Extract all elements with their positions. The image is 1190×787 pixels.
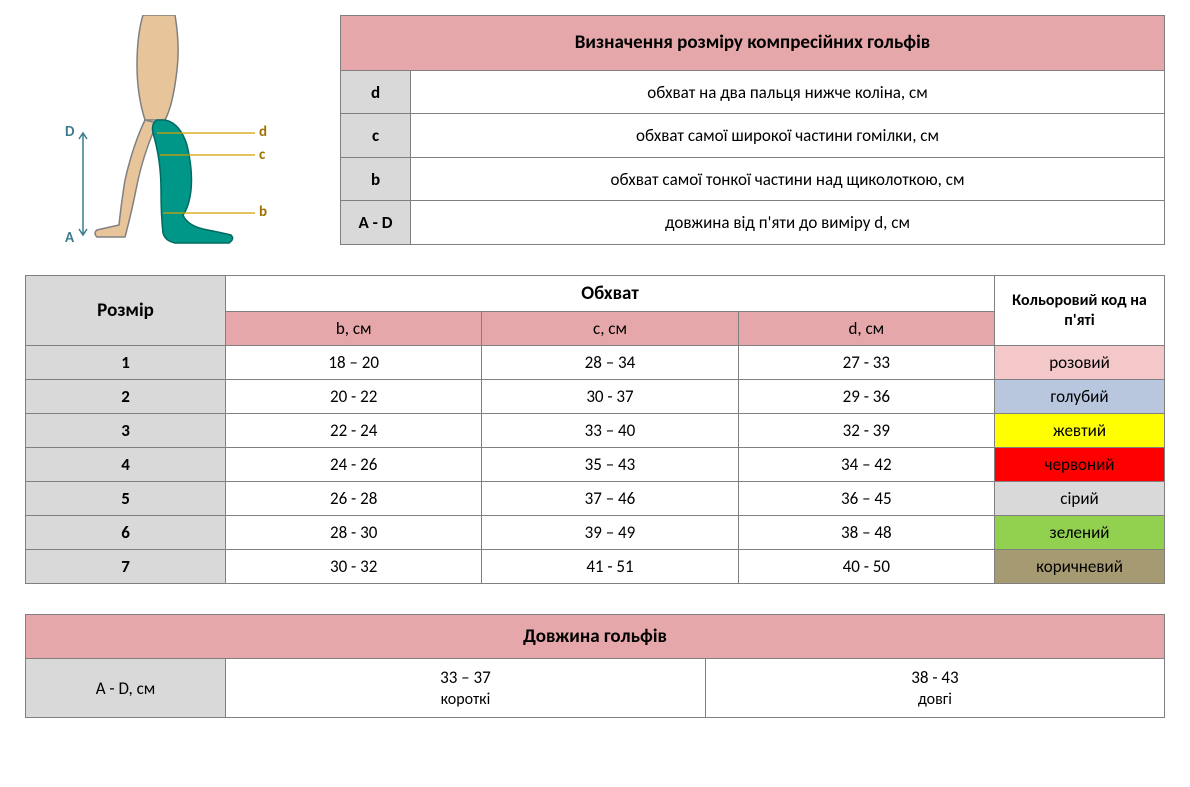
color-cell: сірий — [995, 482, 1165, 516]
b-cell: 28 - 30 — [226, 516, 482, 550]
c-cell: 30 - 37 — [482, 380, 738, 414]
size-cell: 4 — [26, 448, 226, 482]
girth-header: Обхват — [226, 276, 995, 312]
subheader-c: c, см — [482, 312, 738, 346]
size-row: 220 - 2230 - 3729 - 36голубий — [26, 380, 1165, 414]
size-cell: 7 — [26, 550, 226, 584]
d-cell: 32 - 39 — [738, 414, 994, 448]
d-cell: 29 - 36 — [738, 380, 994, 414]
d-cell: 38 – 48 — [738, 516, 994, 550]
length-label: A - D, см — [26, 659, 226, 718]
d-cell: 36 – 45 — [738, 482, 994, 516]
length-data-row: A - D, см 33 – 37 короткі 38 - 43 довгі — [26, 659, 1165, 718]
c-cell: 28 – 34 — [482, 346, 738, 380]
definition-row-label: c — [341, 114, 411, 158]
b-cell: 20 - 22 — [226, 380, 482, 414]
definition-title: Визначення розміру компресійних гольфів — [341, 16, 1165, 71]
c-cell: 39 – 49 — [482, 516, 738, 550]
definition-row-text: довжина від п'яти до виміру d, см — [411, 201, 1165, 245]
b-cell: 18 – 20 — [226, 346, 482, 380]
definition-row: dобхват на два пальця нижче коліна, см — [341, 70, 1165, 114]
d-cell: 27 - 33 — [738, 346, 994, 380]
subheader-b: b, см — [226, 312, 482, 346]
definition-row-label: d — [341, 70, 411, 114]
size-cell: 2 — [26, 380, 226, 414]
color-cell: червоний — [995, 448, 1165, 482]
length-range-1: 38 - 43 — [911, 667, 958, 688]
c-cell: 33 – 40 — [482, 414, 738, 448]
definition-row-text: обхват на два пальця нижче коліна, см — [411, 70, 1165, 114]
c-cell: 35 – 43 — [482, 448, 738, 482]
diagram-label-b: b — [259, 203, 267, 221]
size-cell: 1 — [26, 346, 226, 380]
length-title-row: Довжина гольфів — [26, 615, 1165, 659]
size-row: 118 – 2028 – 3427 - 33розовий — [26, 346, 1165, 380]
color-cell: розовий — [995, 346, 1165, 380]
definition-row: A - Dдовжина від п'яти до виміру d, см — [341, 201, 1165, 245]
definition-row: bобхват самої тонкої частини над щиколот… — [341, 157, 1165, 201]
color-cell: коричневий — [995, 550, 1165, 584]
c-cell: 41 - 51 — [482, 550, 738, 584]
definition-title-row: Визначення розміру компресійних гольфів — [341, 16, 1165, 71]
b-cell: 22 - 24 — [226, 414, 482, 448]
c-cell: 37 – 46 — [482, 482, 738, 516]
length-option-0: 33 – 37 короткі — [226, 659, 706, 718]
color-cell: жевтий — [995, 414, 1165, 448]
d-cell: 34 – 42 — [738, 448, 994, 482]
size-table: Розмір Обхват Кольоровий код на п'яті b,… — [25, 275, 1165, 584]
length-title: Довжина гольфів — [26, 615, 1165, 659]
length-table: Довжина гольфів A - D, см 33 – 37 коротк… — [25, 614, 1165, 718]
diagram-label-A: A — [65, 229, 74, 247]
color-cell: голубий — [995, 380, 1165, 414]
top-section: D A d c b Визначення розміру компресійни… — [25, 15, 1165, 245]
size-row: 628 - 3039 – 4938 – 48зелений — [26, 516, 1165, 550]
b-cell: 24 - 26 — [226, 448, 482, 482]
size-cell: 5 — [26, 482, 226, 516]
definition-row: cобхват самої широкої частини гомілки, с… — [341, 114, 1165, 158]
size-row: 526 - 2837 – 4636 – 45сірий — [26, 482, 1165, 516]
definition-table: Визначення розміру компресійних гольфів … — [340, 15, 1165, 245]
size-header-row: Розмір Обхват Кольоровий код на п'яті — [26, 276, 1165, 312]
length-range-0: 33 – 37 — [440, 667, 491, 688]
size-header: Розмір — [26, 276, 226, 346]
diagram-label-c: c — [259, 146, 265, 164]
definition-row-label: b — [341, 157, 411, 201]
definition-row-text: обхват самої тонкої частини над щиколотк… — [411, 157, 1165, 201]
diagram-label-d: d — [259, 123, 267, 141]
d-cell: 40 - 50 — [738, 550, 994, 584]
size-row: 424 - 2635 – 4334 – 42червоний — [26, 448, 1165, 482]
leg-diagram: D A d c b — [25, 15, 315, 245]
definition-row-label: A - D — [341, 201, 411, 245]
b-cell: 26 - 28 — [226, 482, 482, 516]
definition-row-text: обхват самої широкої частини гомілки, см — [411, 114, 1165, 158]
diagram-label-D: D — [65, 123, 74, 141]
size-cell: 6 — [26, 516, 226, 550]
size-row: 730 - 3241 - 5140 - 50коричневий — [26, 550, 1165, 584]
length-text-0: короткі — [441, 690, 491, 709]
color-header: Кольоровий код на п'яті — [995, 276, 1165, 346]
color-cell: зелений — [995, 516, 1165, 550]
size-row: 322 - 2433 – 4032 - 39жевтий — [26, 414, 1165, 448]
b-cell: 30 - 32 — [226, 550, 482, 584]
length-option-1: 38 - 43 довгі — [705, 659, 1164, 718]
subheader-d: d, см — [738, 312, 994, 346]
length-text-1: довгі — [918, 690, 952, 709]
size-cell: 3 — [26, 414, 226, 448]
